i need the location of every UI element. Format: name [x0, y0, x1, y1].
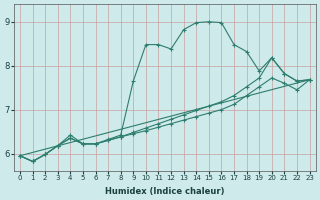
X-axis label: Humidex (Indice chaleur): Humidex (Indice chaleur): [105, 187, 225, 196]
